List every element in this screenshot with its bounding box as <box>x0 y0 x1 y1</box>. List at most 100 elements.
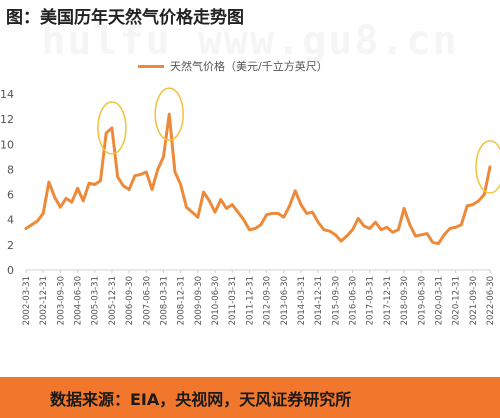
data-point <box>483 193 486 196</box>
x-tick-label: 2013-06-30 <box>280 276 290 325</box>
data-point <box>65 197 68 200</box>
data-point <box>145 170 148 173</box>
highlight-circle <box>97 101 127 155</box>
data-point <box>328 230 331 233</box>
x-tick-label: 2016-06-30 <box>349 276 359 325</box>
data-point <box>357 217 360 220</box>
x-tick-label: 2014-03-31 <box>297 276 307 325</box>
data-point <box>420 233 423 236</box>
data-point <box>299 203 302 206</box>
source-text: 数据来源：EIA，央视网，天风证券研究所 <box>50 390 352 409</box>
data-point <box>242 218 245 221</box>
data-point <box>173 170 176 173</box>
legend-swatch <box>138 64 164 68</box>
data-point <box>282 216 285 219</box>
line-chart: 0 2 4 6 8 10 12 14 2002-03-31 2002-12-31 2003-09-3… <box>0 87 500 325</box>
highlight-circle <box>154 87 184 141</box>
data-point <box>231 203 234 206</box>
series-line <box>24 112 492 246</box>
footer-bar: 数据来源：EIA，央视网，天风证券研究所 <box>0 377 500 418</box>
x-tick-label: 2009-09-30 <box>194 276 204 325</box>
data-point <box>202 191 205 194</box>
data-point <box>254 227 257 230</box>
watermark: hulfu www.gu8.cn <box>41 18 459 64</box>
data-point <box>214 211 217 214</box>
data-point <box>351 228 354 231</box>
legend-label: 天然气价格（美元/千立方英尺） <box>170 60 328 73</box>
data-point <box>151 188 154 191</box>
x-tick-label: 2002-12-31 <box>39 276 49 325</box>
data-point <box>489 165 492 168</box>
data-point <box>374 221 377 224</box>
data-point <box>397 228 400 231</box>
x-tick-label: 2014-12-31 <box>314 276 324 325</box>
y-tick-label: 14 <box>0 88 14 101</box>
data-point <box>219 198 222 201</box>
data-point <box>380 228 383 231</box>
data-point <box>122 184 125 187</box>
x-tick-label: 2011-12-31 <box>245 276 255 325</box>
data-point <box>288 204 291 207</box>
data-point <box>225 207 228 210</box>
data-point <box>59 206 62 209</box>
data-point <box>403 207 406 210</box>
x-tick-label: 2020-03-31 <box>434 276 444 325</box>
data-point <box>99 179 102 182</box>
data-point <box>42 212 45 215</box>
x-tick-label: 2006-09-30 <box>125 276 135 325</box>
data-point <box>47 181 50 184</box>
x-tick-label: 2004-06-30 <box>74 276 84 325</box>
data-point <box>334 233 337 236</box>
y-tick-label: 8 <box>7 163 14 176</box>
data-point <box>437 242 440 245</box>
data-point <box>168 113 171 116</box>
data-point <box>317 221 320 224</box>
data-point <box>185 206 188 209</box>
data-point <box>179 183 182 186</box>
data-point <box>88 182 91 185</box>
x-tick-label: 2022-06-30 <box>486 276 496 325</box>
data-point <box>208 199 211 202</box>
data-point <box>133 174 136 177</box>
x-tick-label: 2020-12-31 <box>452 276 462 325</box>
x-tick-label: 2002-03-31 <box>22 276 32 325</box>
x-tick-label: 2018-09-30 <box>400 276 410 325</box>
x-tick-label: 2010-06-30 <box>211 276 221 325</box>
data-point <box>110 126 113 129</box>
data-point <box>128 188 131 191</box>
data-point <box>30 223 33 226</box>
x-tick-label: 2015-09-30 <box>331 276 341 325</box>
data-point <box>471 203 474 206</box>
data-point <box>345 235 348 238</box>
data-point <box>340 240 343 243</box>
y-tick-label: 4 <box>7 214 14 227</box>
highlight-layer <box>97 87 500 194</box>
data-point <box>431 241 434 244</box>
legend: 天然气价格（美元/千立方英尺） <box>138 58 328 74</box>
x-tick-label: 2008-12-31 <box>177 276 187 325</box>
data-point <box>385 226 388 229</box>
data-point <box>368 227 371 230</box>
data-point <box>259 223 262 226</box>
data-point <box>425 232 428 235</box>
data-point <box>391 231 394 234</box>
x-tick-label: 2005-12-31 <box>108 276 118 325</box>
data-point <box>408 223 411 226</box>
data-point <box>414 235 417 238</box>
data-point <box>36 219 39 222</box>
x-tick-label: 2017-03-31 <box>366 276 376 325</box>
x-tick-label: 2017-12-31 <box>383 276 393 325</box>
data-point <box>162 155 165 158</box>
data-point <box>271 212 274 215</box>
data-point <box>460 223 463 226</box>
data-point <box>70 201 73 204</box>
data-point <box>76 187 79 190</box>
y-tick-label: 6 <box>7 189 14 202</box>
y-tick-label: 10 <box>0 138 14 151</box>
data-point <box>294 189 297 192</box>
x-tick-label: 2007-06-30 <box>142 276 152 325</box>
x-tick-label: 2011-03-31 <box>228 276 238 325</box>
figure-title: 图：美国历年天然气价格走势图 <box>6 8 244 28</box>
data-point <box>93 183 96 186</box>
data-point <box>236 211 239 214</box>
